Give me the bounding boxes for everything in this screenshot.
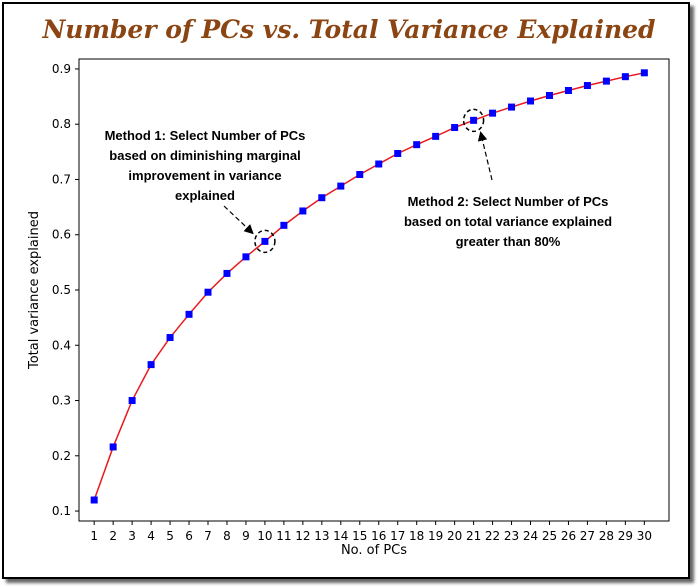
annotation-text-method-1: based on diminishing marginal [109, 148, 300, 163]
x-tick-label: 26 [561, 529, 576, 543]
y-tick-label: 0.8 [52, 117, 71, 131]
data-point [621, 73, 629, 81]
y-tick-label: 0.6 [52, 228, 71, 242]
data-point [583, 82, 591, 90]
data-point [204, 288, 212, 296]
data-point [640, 69, 648, 77]
data-point [166, 334, 174, 342]
x-axis-label: No. of PCs [341, 543, 407, 558]
x-tick-label: 20 [447, 529, 462, 543]
data-point [470, 116, 478, 124]
chart-frame [2, 2, 690, 579]
x-tick-label: 13 [314, 529, 329, 543]
annotation-circle-method-1 [254, 229, 276, 254]
data-point [356, 171, 364, 178]
x-tick-label: 15 [352, 529, 367, 543]
x-tick-label: 11 [276, 529, 291, 543]
x-tick-label: 28 [599, 529, 614, 543]
data-point [299, 207, 307, 215]
data-point [451, 124, 459, 132]
data-point [527, 97, 535, 105]
x-tick-label: 24 [523, 529, 538, 543]
x-tick-label: 23 [504, 529, 519, 543]
data-point [261, 237, 269, 245]
data-point [602, 77, 610, 85]
data-point [413, 141, 421, 149]
annotation-text-method-1: explained [175, 188, 235, 203]
x-tick-label: 22 [485, 529, 500, 543]
x-tick-label: 30 [637, 529, 652, 543]
x-tick-label: 7 [204, 529, 212, 543]
x-tick-label: 16 [371, 529, 386, 543]
data-point [375, 160, 383, 168]
data-point [280, 221, 288, 229]
x-tick-label: 21 [466, 529, 481, 543]
y-tick-label: 0.4 [52, 338, 71, 352]
x-tick-label: 25 [542, 529, 557, 543]
data-point [489, 109, 497, 117]
x-tick-label: 9 [242, 529, 250, 543]
data-point [90, 496, 98, 504]
x-tick-label: 4 [147, 529, 155, 543]
x-tick-label: 18 [409, 529, 424, 543]
data-point [337, 182, 345, 190]
x-tick-label: 8 [223, 529, 231, 543]
data-point [508, 103, 516, 111]
annotation-arrow-method-2 [477, 131, 493, 181]
x-tick-label: 27 [580, 529, 595, 543]
data-point [545, 91, 553, 99]
data-point [432, 132, 440, 140]
annotation-text-method-2: greater than 80% [456, 234, 561, 249]
x-tick-label: 12 [295, 529, 310, 543]
data-point [109, 443, 117, 451]
annotation-text-method-2: Method 2: Select Number of PCs [408, 194, 609, 209]
y-axis-label: Total variance explained [27, 211, 42, 370]
annotation-arrow-method-1 [223, 205, 254, 235]
annotation-circle-method-2 [462, 108, 485, 133]
y-tick-label: 0.7 [52, 172, 71, 186]
x-tick-label: 1 [90, 529, 98, 543]
data-point [128, 397, 136, 405]
x-tick-label: 6 [185, 529, 193, 543]
data-point [185, 310, 193, 318]
x-tick-label: 3 [128, 529, 136, 543]
x-tick-label: 14 [333, 529, 348, 543]
y-tick-label: 0.1 [52, 504, 71, 518]
data-point [242, 253, 250, 261]
annotation-text-method-1: Method 1: Select Number of PCs [105, 128, 306, 143]
chart-title: Number of PCs vs. Total Variance Explain… [42, 15, 656, 44]
x-tick-label: 29 [618, 529, 633, 543]
y-tick-label: 0.2 [52, 449, 71, 463]
x-tick-label: 5 [166, 529, 174, 543]
data-point [147, 361, 155, 369]
y-tick-label: 0.9 [52, 62, 71, 76]
annotation-text-method-1: improvement in variance [128, 168, 281, 183]
y-tick-label: 0.5 [52, 283, 71, 297]
x-tick-label: 2 [109, 529, 117, 543]
data-point [394, 150, 402, 157]
x-tick-label: 17 [390, 529, 405, 543]
x-tick-label: 10 [257, 529, 272, 543]
data-point [318, 194, 326, 202]
data-point [564, 87, 572, 94]
y-tick-label: 0.3 [52, 394, 71, 408]
annotation-text-method-2: based on total variance explained [404, 214, 612, 229]
x-tick-label: 19 [428, 529, 443, 543]
data-point [223, 269, 231, 277]
